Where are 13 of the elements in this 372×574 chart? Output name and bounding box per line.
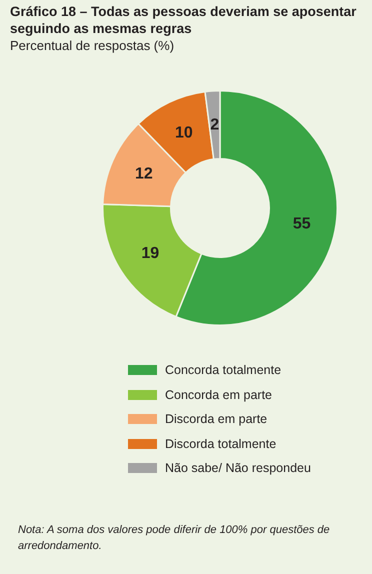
- data-label: 10: [174, 124, 193, 142]
- data-label: 55: [292, 215, 311, 232]
- legend-label: Concorda em parte: [165, 388, 272, 402]
- data-label: 2: [210, 116, 220, 134]
- chart-subtitle: Percentual de respostas (%): [10, 38, 174, 53]
- data-label: 19: [141, 244, 160, 262]
- legend-label: Discorda totalmente: [165, 436, 276, 451]
- legend-label: Concorda totalmente: [165, 363, 282, 378]
- legend-label: Discorda em parte: [165, 412, 268, 426]
- text: Nota: A soma dos valores pode diferir de 100% por questões de arredondamento.: [18, 523, 331, 554]
- chart-title: Gráfico 18 – Todas as pessoas deveriam se aposentar seguindo as mesmas regras: [10, 3, 358, 37]
- legend-label: Não sabe/ Não respondeu: [165, 461, 311, 476]
- data-label: 12: [134, 166, 153, 183]
